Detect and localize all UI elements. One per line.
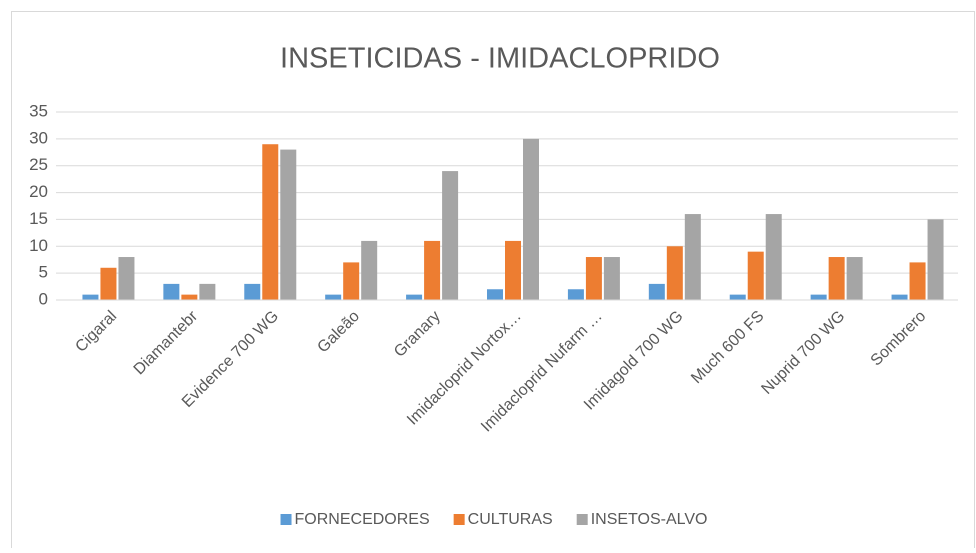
bar <box>810 294 827 300</box>
bar <box>891 294 908 300</box>
bar <box>118 257 135 300</box>
y-tick-label: 0 <box>39 289 48 308</box>
bar <box>828 257 845 300</box>
bar <box>424 240 441 300</box>
bar <box>747 251 764 300</box>
y-tick-label: 5 <box>39 263 48 282</box>
y-tick-label: 10 <box>29 236 48 255</box>
bar <box>648 283 665 300</box>
legend-label: CULTURAS <box>468 511 553 528</box>
bar <box>262 144 279 300</box>
bar <box>765 214 782 300</box>
bar <box>82 294 99 300</box>
bar <box>163 283 180 300</box>
legend-swatch <box>576 514 588 525</box>
bar <box>505 240 521 300</box>
bar <box>487 289 503 300</box>
bar <box>181 294 198 300</box>
legend-label: INSETOS-ALVO <box>591 511 708 528</box>
bar <box>909 262 926 300</box>
bar <box>244 283 261 300</box>
bar <box>684 214 701 300</box>
bar <box>523 138 539 300</box>
bar <box>343 262 360 300</box>
bar <box>846 257 863 300</box>
bar <box>100 267 117 300</box>
legend-swatch <box>453 514 465 525</box>
y-tick-label: 25 <box>29 155 48 174</box>
bar <box>603 257 620 300</box>
bar <box>666 246 683 300</box>
legend-label: FORNECEDORES <box>295 511 430 528</box>
bar <box>325 294 342 300</box>
bar <box>280 149 297 300</box>
bar <box>199 283 216 300</box>
bar <box>361 240 378 300</box>
bar <box>442 171 459 300</box>
y-tick-label: 15 <box>29 209 48 228</box>
bar <box>729 294 746 300</box>
y-tick-label: 20 <box>29 182 48 201</box>
chart-frame <box>11 11 975 552</box>
bar <box>406 294 423 300</box>
bar <box>927 219 944 300</box>
y-tick-label: 30 <box>29 128 48 147</box>
bar <box>567 289 584 300</box>
legend-swatch <box>280 514 292 525</box>
chart-title: INSETICIDAS - IMIDACLOPRIDO <box>280 43 720 75</box>
y-tick-label: 35 <box>29 101 48 120</box>
bar <box>585 257 602 300</box>
